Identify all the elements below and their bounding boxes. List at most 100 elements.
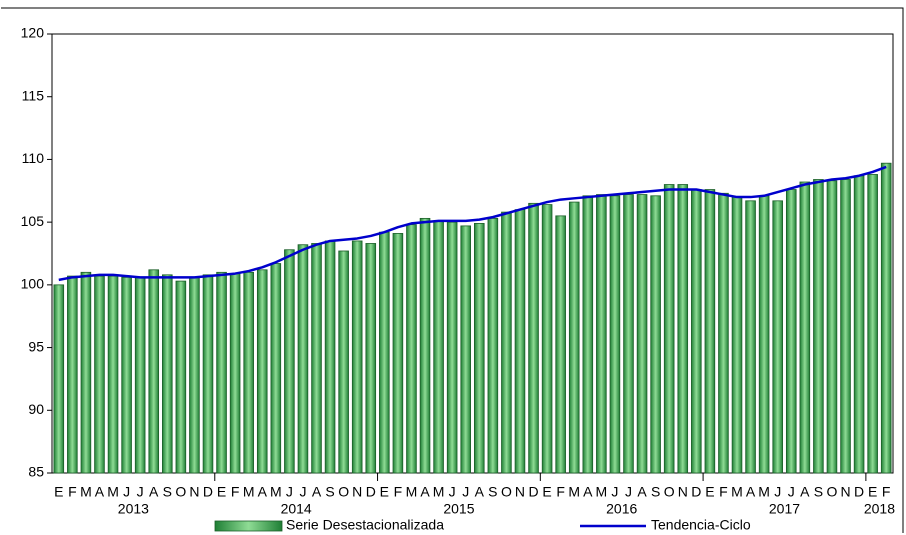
x-tick-label: E [380, 484, 389, 500]
x-tick-label: N [352, 484, 362, 500]
legend-label: Serie Desestacionalizada [286, 517, 444, 533]
bar [609, 195, 621, 474]
x-tick-label: J [788, 484, 795, 500]
y-tick-label: 90 [28, 401, 44, 417]
x-tick-label: O [338, 484, 349, 500]
bar [487, 217, 499, 474]
bar [650, 195, 661, 474]
x-tick-label: S [814, 484, 823, 500]
bar [785, 189, 797, 474]
x-tick-label: M [406, 484, 418, 500]
x-tick-label: A [95, 484, 105, 500]
y-tick-label: 115 [22, 87, 45, 103]
bar [148, 269, 160, 474]
x-tick-label: A [149, 484, 159, 500]
x-tick-label: A [800, 484, 810, 500]
bar [433, 220, 444, 474]
x-tick-label: J [137, 484, 144, 500]
x-tick-label: N [189, 484, 199, 500]
bar [636, 194, 648, 474]
bar [256, 269, 268, 474]
x-tick-label: A [258, 484, 268, 500]
bar [338, 250, 349, 474]
x-tick-label: E [54, 484, 63, 500]
bar [473, 222, 485, 474]
bar [229, 273, 241, 474]
x-tick-label: M [731, 484, 743, 500]
bar [555, 215, 566, 474]
x-tick-label: N [678, 484, 688, 500]
y-tick-label: 105 [21, 213, 45, 229]
x-tick-label: F [719, 484, 728, 500]
bar [745, 200, 756, 474]
bar [107, 275, 119, 474]
year-label: 2017 [769, 501, 800, 517]
x-tick-label: A [420, 484, 430, 500]
y-tick-label: 100 [21, 276, 45, 292]
year-label: 2015 [443, 501, 474, 517]
x-tick-label: J [299, 484, 306, 500]
x-tick-label: A [746, 484, 756, 500]
bar [596, 194, 607, 474]
bar [284, 249, 295, 474]
bar [189, 276, 200, 474]
legend-label: Tendencia-Ciclo [651, 517, 751, 533]
x-tick-label: J [611, 484, 618, 500]
x-tick-label: M [758, 484, 770, 500]
bar [880, 162, 892, 474]
x-tick-label: F [556, 484, 565, 500]
x-tick-label: D [528, 484, 538, 500]
year-label: 2014 [281, 501, 312, 517]
bar [324, 240, 336, 474]
bar [175, 280, 187, 474]
x-tick-label: D [366, 484, 376, 500]
bar [541, 204, 553, 474]
bar [867, 174, 878, 474]
bar [202, 274, 214, 474]
x-tick-label: J [123, 484, 130, 500]
x-tick-label: F [882, 484, 891, 500]
bar [94, 275, 105, 474]
x-tick-label: O [664, 484, 675, 500]
bar [691, 189, 702, 474]
bar [216, 271, 227, 474]
x-tick-label: S [163, 484, 172, 500]
x-tick-label: N [840, 484, 850, 500]
bar [568, 201, 580, 474]
bar [67, 275, 78, 474]
x-tick-label: A [312, 484, 322, 500]
x-tick-label: M [243, 484, 255, 500]
bar [297, 244, 309, 474]
bar [582, 195, 594, 474]
x-tick-label: S [325, 484, 334, 500]
bar [501, 211, 512, 474]
x-tick-label: M [568, 484, 580, 500]
bar [379, 231, 390, 474]
year-label: 2016 [606, 501, 637, 517]
bar [853, 175, 865, 474]
bar [406, 224, 417, 474]
x-tick-label: D [691, 484, 701, 500]
bar [772, 200, 783, 474]
x-tick-label: M [270, 484, 282, 500]
x-tick-label: D [854, 484, 864, 500]
x-tick-label: J [462, 484, 469, 500]
bar [663, 184, 675, 474]
bar [162, 274, 173, 474]
x-tick-label: F [231, 484, 240, 500]
x-tick-label: J [449, 484, 456, 500]
frame [1, 7, 904, 533]
bar [419, 217, 431, 474]
x-tick-label: S [488, 484, 497, 500]
x-tick-label: M [596, 484, 608, 500]
bar [365, 243, 377, 474]
x-tick-label: A [583, 484, 593, 500]
trend-line [58, 165, 887, 282]
x-tick-label: E [705, 484, 714, 500]
legend-swatch [214, 520, 283, 532]
x-tick-label: A [475, 484, 485, 500]
bar [121, 276, 132, 474]
bar [623, 194, 634, 474]
x-tick-label: N [515, 484, 525, 500]
